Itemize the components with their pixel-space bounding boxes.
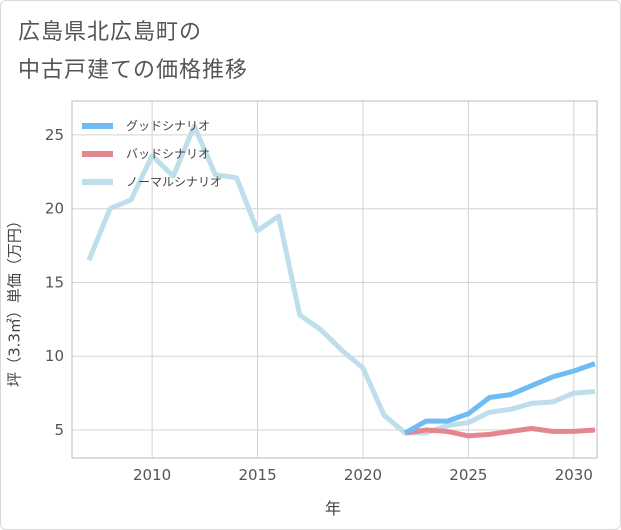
y-tick-label: 15 — [45, 273, 64, 291]
series-layer — [86, 123, 596, 439]
y-tick-label: 5 — [54, 421, 64, 439]
x-axis-label: 年 — [325, 499, 341, 518]
x-tick-label: 2020 — [344, 466, 382, 484]
series-line-1 — [404, 426, 596, 439]
series-line-0 — [403, 361, 596, 436]
series-line-2 — [86, 123, 596, 436]
x-tick-label: 2010 — [133, 466, 171, 484]
chart-title-line1: 広島県北広島町の — [18, 20, 203, 45]
x-tick-label: 2030 — [555, 466, 593, 484]
legend-label-2: ノーマルシナリオ — [126, 175, 222, 189]
y-tick-label: 20 — [45, 200, 64, 218]
x-tick-label: 2025 — [449, 466, 487, 484]
x-tick-label: 2015 — [238, 466, 276, 484]
chart-title-line2: 中古戸建ての価格推移 — [18, 58, 249, 83]
legend-label-1: バッドシナリオ — [126, 147, 210, 161]
y-tick-label: 25 — [45, 126, 64, 144]
legend-label-0: グッドシナリオ — [126, 119, 210, 133]
chart-title: 広島県北広島町の 中古戸建ての価格推移 — [18, 14, 248, 90]
grid-lines — [72, 101, 597, 458]
plot-area-border — [71, 100, 598, 459]
y-tick-label: 10 — [45, 347, 64, 365]
